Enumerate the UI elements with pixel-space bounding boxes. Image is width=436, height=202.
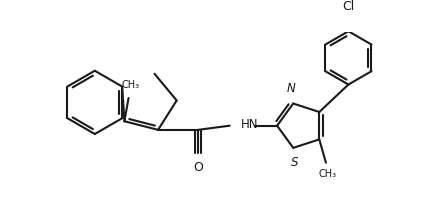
Text: N: N [287, 82, 296, 95]
Text: Cl: Cl [342, 0, 354, 13]
Text: HN: HN [241, 118, 259, 130]
Text: O: O [193, 161, 203, 175]
Text: CH₃: CH₃ [319, 169, 337, 179]
Text: CH₃: CH₃ [121, 80, 139, 90]
Text: S: S [291, 156, 299, 169]
